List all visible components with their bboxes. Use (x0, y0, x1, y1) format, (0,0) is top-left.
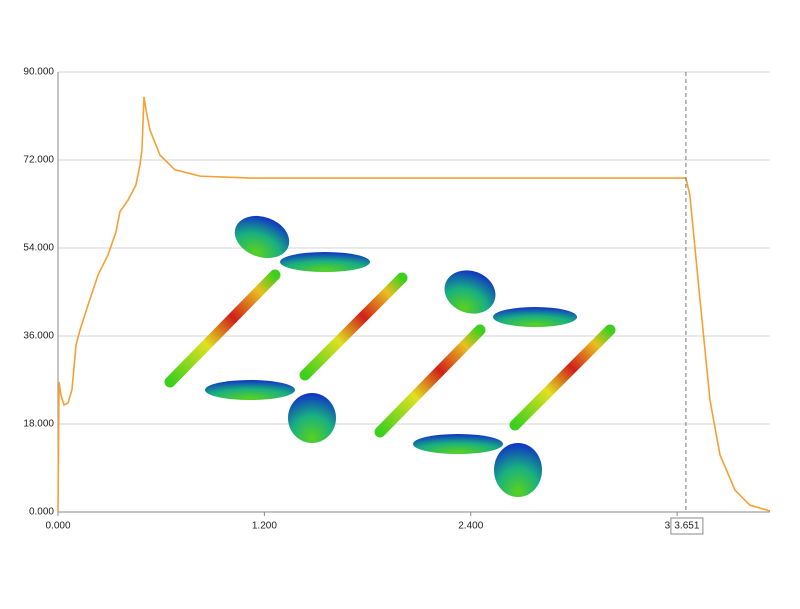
y-tick-label: 36.000 (23, 331, 54, 342)
y-tick-label: 18.000 (23, 419, 54, 430)
x-tick-label: 1.200 (252, 521, 277, 532)
part-render (205, 272, 408, 443)
cursor-label: 3.651 (674, 521, 699, 532)
part-render (413, 324, 616, 497)
cursor-label-box (670, 517, 704, 535)
data-line (57, 96, 771, 513)
y-tick-label: 72.000 (23, 155, 54, 166)
y-tick-label: 0.000 (29, 507, 54, 518)
part-renders (164, 215, 616, 497)
x-tick-label: 2.400 (458, 521, 483, 532)
x-tick-label: 0.000 (45, 521, 70, 532)
part-render (374, 270, 577, 438)
y-tick-label: 90.000 (23, 67, 54, 78)
part-render (164, 215, 370, 388)
y-tick-label: 54.000 (23, 243, 54, 254)
